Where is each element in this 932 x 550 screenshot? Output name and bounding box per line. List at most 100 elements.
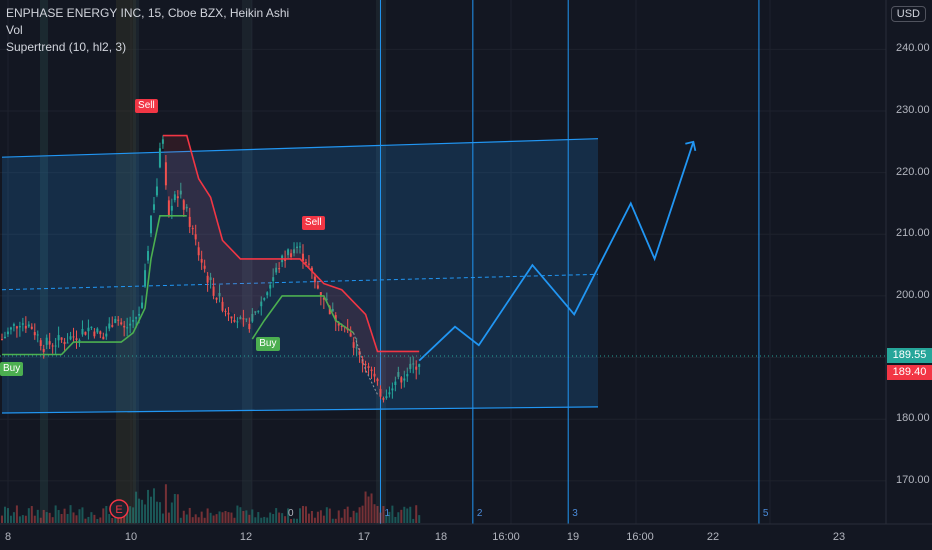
candle-body[interactable] (352, 342, 355, 348)
candle-body[interactable] (334, 315, 337, 322)
candle-body[interactable] (84, 331, 87, 335)
candle-body[interactable] (215, 297, 218, 300)
candle-body[interactable] (316, 285, 319, 289)
candle-body[interactable] (206, 275, 209, 283)
candle-body[interactable] (42, 348, 45, 352)
candle-body[interactable] (152, 204, 155, 210)
candle-body[interactable] (123, 325, 126, 328)
earnings-marker[interactable]: E (109, 499, 129, 519)
candle-body[interactable] (69, 336, 72, 340)
candle-body[interactable] (319, 292, 322, 296)
candle-body[interactable] (418, 364, 421, 367)
candle-body[interactable] (296, 246, 299, 249)
earnings-icon[interactable] (109, 499, 129, 519)
volume-indicator[interactable]: Vol (6, 23, 23, 37)
candle-body[interactable] (15, 326, 18, 329)
candle-body[interactable] (340, 325, 343, 327)
candle-body[interactable] (18, 326, 21, 328)
candle-body[interactable] (78, 339, 81, 341)
channel-upper-line[interactable] (1, 138, 599, 158)
candle-body[interactable] (355, 347, 358, 349)
candle-body[interactable] (331, 308, 334, 312)
candle-body[interactable] (176, 196, 179, 199)
candle-body[interactable] (90, 326, 93, 328)
currency-button[interactable]: USD (890, 6, 926, 22)
candle-body[interactable] (188, 216, 191, 227)
candle-body[interactable] (299, 246, 301, 248)
candle-body[interactable] (126, 327, 129, 329)
candle-body[interactable] (111, 325, 114, 327)
candle-body[interactable] (304, 261, 307, 263)
candle-body[interactable] (379, 388, 382, 397)
candle-body[interactable] (132, 319, 135, 322)
candle-body[interactable] (1, 339, 3, 341)
candle-body[interactable] (349, 333, 352, 337)
candle-body[interactable] (167, 200, 170, 216)
candle-body[interactable] (236, 321, 239, 323)
candle-body[interactable] (218, 292, 221, 297)
candle-body[interactable] (248, 323, 251, 330)
candle-body[interactable] (197, 247, 200, 256)
candle-body[interactable] (400, 377, 403, 383)
candle-body[interactable] (376, 378, 379, 382)
candle-body[interactable] (135, 317, 138, 319)
candle-body[interactable] (403, 378, 406, 381)
candle-body[interactable] (251, 313, 254, 322)
candle-body[interactable] (147, 251, 150, 261)
candle-body[interactable] (66, 342, 69, 344)
candle-body[interactable] (382, 398, 385, 400)
candle-body[interactable] (263, 298, 266, 300)
candle-body[interactable] (412, 363, 415, 365)
candle-body[interactable] (269, 284, 272, 289)
candle-body[interactable] (114, 319, 117, 323)
candle-body[interactable] (307, 263, 310, 265)
candle-body[interactable] (406, 374, 409, 377)
candle-body[interactable] (75, 338, 78, 340)
projection-line[interactable] (418, 141, 695, 362)
candle-body[interactable] (221, 301, 224, 311)
supertrend-indicator[interactable]: Supertrend (10, hl2, 3) (6, 40, 127, 54)
candle-body[interactable] (266, 292, 269, 296)
candle-body[interactable] (21, 323, 24, 325)
candle-body[interactable] (6, 331, 9, 335)
candle-body[interactable] (301, 253, 304, 261)
candle-body[interactable] (170, 205, 173, 211)
candle-body[interactable] (242, 318, 245, 320)
candle-body[interactable] (129, 323, 132, 326)
candle-body[interactable] (173, 194, 176, 201)
candle-body[interactable] (150, 215, 152, 234)
candle-body[interactable] (48, 341, 51, 345)
candle-body[interactable] (27, 324, 30, 327)
candle-body[interactable] (144, 270, 147, 287)
candle-body[interactable] (81, 328, 84, 335)
candle-body[interactable] (272, 277, 275, 282)
candle-body[interactable] (415, 366, 418, 370)
candle-body[interactable] (209, 277, 212, 281)
candle-body[interactable] (322, 297, 325, 300)
candle-body[interactable] (179, 190, 182, 195)
candle-body[interactable] (24, 325, 27, 329)
candle-body[interactable] (388, 392, 391, 395)
candle-body[interactable] (200, 258, 203, 263)
candle-body[interactable] (158, 148, 161, 168)
candle-body[interactable] (391, 388, 394, 391)
price-axis[interactable] (886, 0, 932, 524)
candle-body[interactable] (203, 265, 206, 269)
candle-body[interactable] (287, 249, 290, 256)
candle-body[interactable] (30, 326, 33, 329)
candle-body[interactable] (161, 139, 164, 144)
candle-body[interactable] (239, 317, 242, 320)
candle-body[interactable] (212, 286, 215, 296)
candle-body[interactable] (254, 311, 257, 313)
candle-body[interactable] (96, 328, 99, 333)
candle-body[interactable] (164, 162, 167, 186)
candle-body[interactable] (108, 323, 111, 329)
candle-body[interactable] (51, 345, 54, 347)
candle-body[interactable] (191, 228, 194, 230)
candle-body[interactable] (194, 234, 197, 240)
candle-body[interactable] (328, 306, 331, 315)
candle-body[interactable] (224, 310, 227, 312)
candle-body[interactable] (370, 369, 373, 372)
candle-body[interactable] (257, 310, 260, 312)
